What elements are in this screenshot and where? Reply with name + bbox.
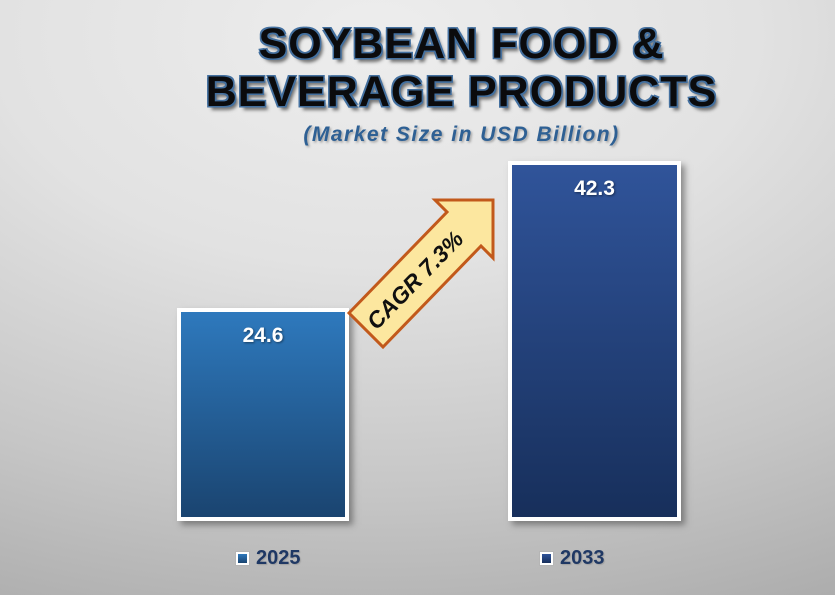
legend-label-2025: 2025 [256, 547, 301, 569]
chart-subtitle: (Market Size in USD Billion) [303, 123, 620, 146]
cagr-label: CAGR 7.3% [362, 226, 469, 335]
legend-marker-2025-icon [235, 551, 250, 566]
bar-2033: 42.3 [508, 161, 681, 521]
page-title-line-2: BEVERAGE PRODUCTS [205, 68, 718, 116]
legend-item-2025: 2025 [235, 547, 301, 570]
title-block: SOYBEAN FOOD & BEVERAGE PRODUCTS (Market… [0, 20, 835, 147]
bar-2025: 24.6 [177, 308, 349, 521]
cagr-growth-arrow: CAGR 7.3% [346, 198, 495, 350]
up-right-arrow-icon [346, 198, 495, 350]
legend-marker-2033-icon [539, 551, 554, 566]
bar-value-2033: 42.3 [574, 177, 615, 201]
bar-value-2025: 24.6 [242, 324, 284, 348]
legend-label-2033: 2033 [560, 547, 605, 569]
legend-item-2033: 2033 [539, 547, 605, 570]
page-title-line-1: SOYBEAN FOOD & [258, 20, 665, 68]
